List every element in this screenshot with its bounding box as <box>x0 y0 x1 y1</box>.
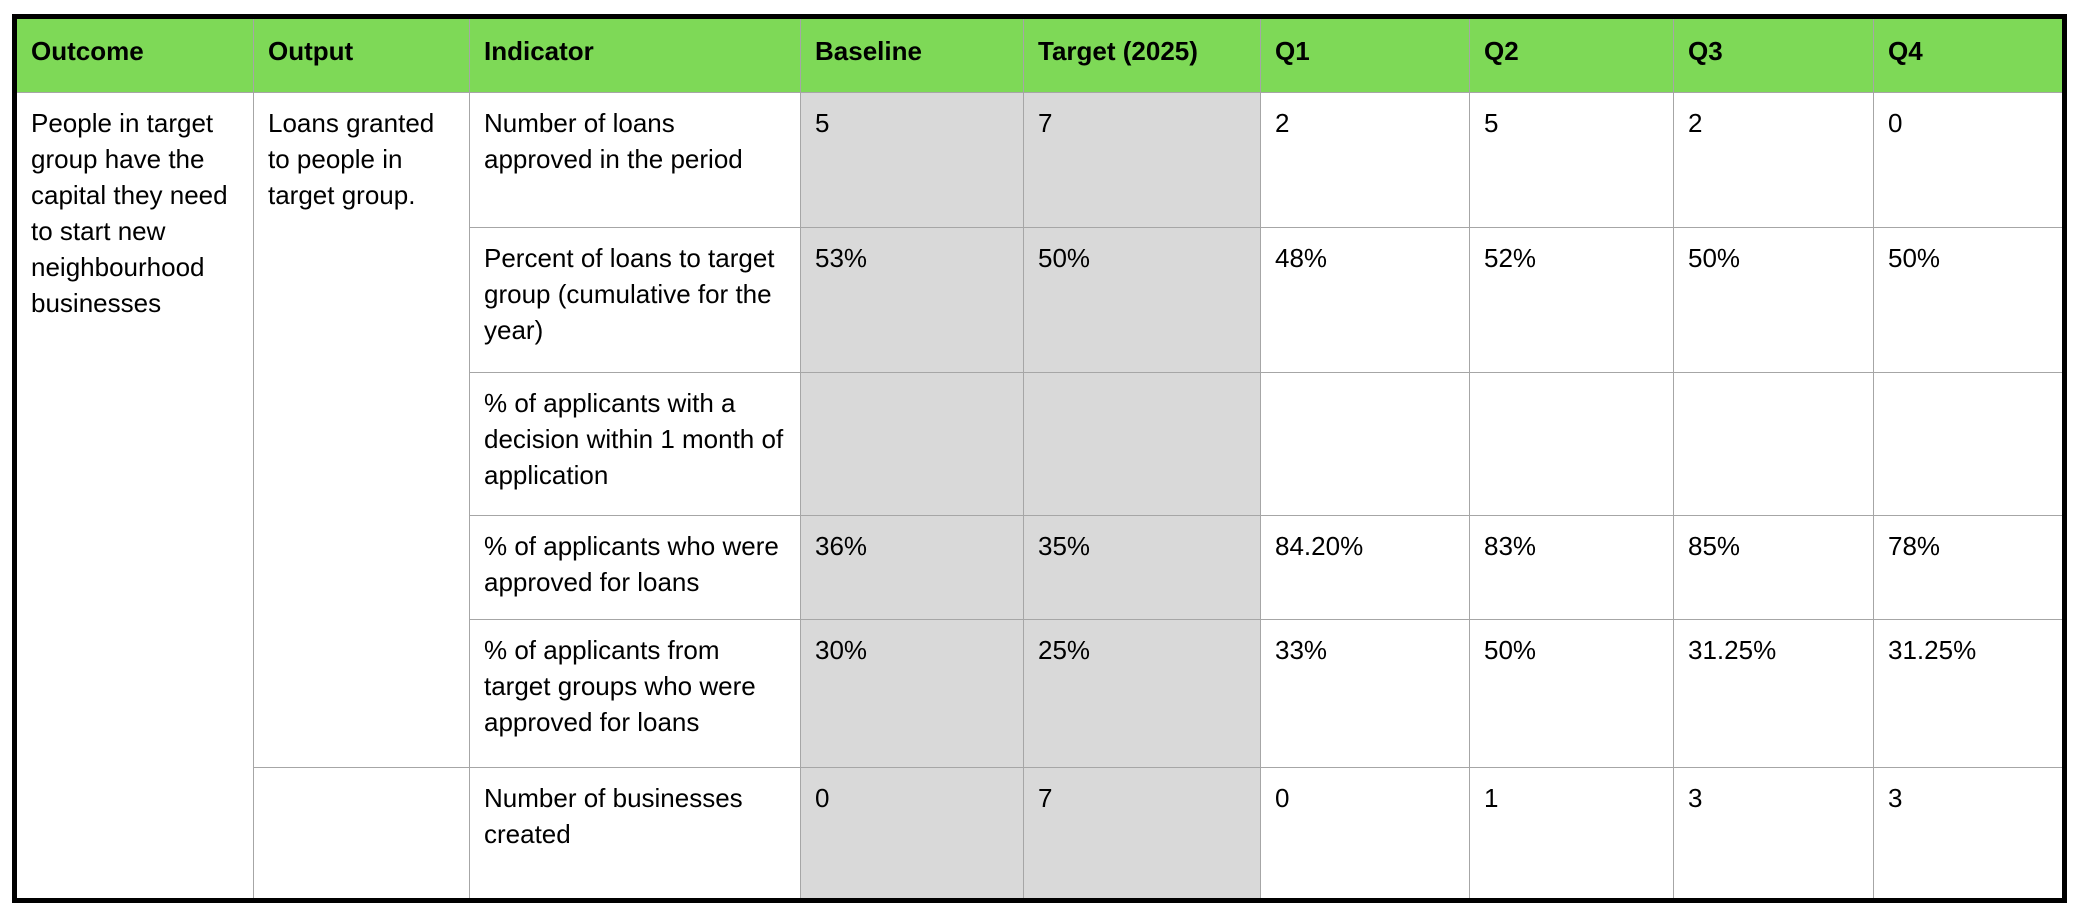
results-framework-table: Outcome Output Indicator Baseline Target… <box>12 14 2067 903</box>
q3-cell: 31.25% <box>1673 619 1874 768</box>
indicator-cell: Number of loans approved in the period <box>469 92 801 228</box>
header-cell-outcome: Outcome <box>14 16 254 93</box>
target-cell: 25% <box>1023 619 1261 768</box>
results-table-wrap: Outcome Output Indicator Baseline Target… <box>12 14 2067 903</box>
q1-cell: 48% <box>1260 227 1470 373</box>
indicator-cell: % of applicants who were approved for lo… <box>469 515 801 620</box>
baseline-cell: 53% <box>800 227 1024 373</box>
header-cell-indicator: Indicator <box>469 16 801 93</box>
q2-cell <box>1469 372 1674 516</box>
output-cell: Loans granted to people in target group. <box>253 92 470 768</box>
indicator-cell: Number of businesses created <box>469 767 801 901</box>
q1-cell <box>1260 372 1470 516</box>
q1-cell: 0 <box>1260 767 1470 901</box>
q4-cell <box>1873 372 2065 516</box>
indicator-cell: % of applicants from target groups who w… <box>469 619 801 768</box>
header-row: Outcome Output Indicator Baseline Target… <box>14 16 2065 93</box>
q4-cell: 31.25% <box>1873 619 2065 768</box>
q4-cell: 3 <box>1873 767 2065 901</box>
header-cell-baseline: Baseline <box>800 16 1024 93</box>
q4-cell: 78% <box>1873 515 2065 620</box>
q3-cell: 50% <box>1673 227 1874 373</box>
q1-cell: 2 <box>1260 92 1470 228</box>
indicator-cell: % of applicants with a decision within 1… <box>469 372 801 516</box>
q2-cell: 1 <box>1469 767 1674 901</box>
q2-cell: 50% <box>1469 619 1674 768</box>
baseline-cell: 0 <box>800 767 1024 901</box>
header-cell-q1: Q1 <box>1260 16 1470 93</box>
outcome-cell: People in target group have the capital … <box>14 92 254 901</box>
q4-cell: 50% <box>1873 227 2065 373</box>
q1-cell: 84.20% <box>1260 515 1470 620</box>
header-cell-target: Target (2025) <box>1023 16 1261 93</box>
q3-cell: 2 <box>1673 92 1874 228</box>
table-row: Number of businesses created 0 7 0 1 3 3 <box>15 767 2065 901</box>
table-row: % of applicants who were approved for lo… <box>15 515 2065 620</box>
q2-cell: 83% <box>1469 515 1674 620</box>
output-cell-empty <box>253 767 470 901</box>
header-cell-q2: Q2 <box>1469 16 1674 93</box>
baseline-cell: 36% <box>800 515 1024 620</box>
q4-cell: 0 <box>1873 92 2065 228</box>
table-row: % of applicants from target groups who w… <box>15 619 2065 768</box>
target-cell: 35% <box>1023 515 1261 620</box>
table-row: Percent of loans to target group (cumula… <box>15 227 2065 373</box>
q2-cell: 5 <box>1469 92 1674 228</box>
q1-cell: 33% <box>1260 619 1470 768</box>
baseline-cell: 5 <box>800 92 1024 228</box>
header-cell-q4: Q4 <box>1873 16 2065 93</box>
q3-cell: 3 <box>1673 767 1874 901</box>
target-cell: 50% <box>1023 227 1261 373</box>
header-cell-output: Output <box>253 16 470 93</box>
table-row: People in target group have the capital … <box>14 92 2065 901</box>
indicator-cell: Percent of loans to target group (cumula… <box>469 227 801 373</box>
header-cell-q3: Q3 <box>1673 16 1874 93</box>
q3-cell: 85% <box>1673 515 1874 620</box>
table-row: % of applicants with a decision within 1… <box>15 372 2065 516</box>
target-cell <box>1023 372 1261 516</box>
baseline-cell: 30% <box>800 619 1024 768</box>
target-cell: 7 <box>1023 92 1261 228</box>
baseline-cell <box>800 372 1024 516</box>
target-cell: 7 <box>1023 767 1261 901</box>
q2-cell: 52% <box>1469 227 1674 373</box>
q3-cell <box>1673 372 1874 516</box>
